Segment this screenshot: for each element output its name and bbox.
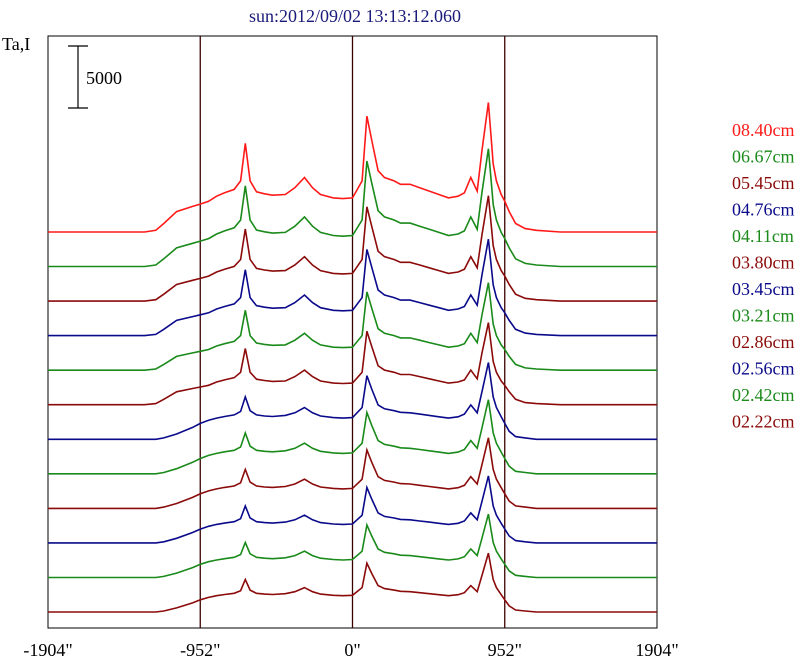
legend-entry-03.45cm: 03.45cm xyxy=(732,279,795,299)
series-line-05.45cm xyxy=(48,195,657,302)
legend-entry-04.11cm: 04.11cm xyxy=(732,226,794,246)
series-line-08.40cm xyxy=(48,102,657,233)
series-line-04.11cm xyxy=(48,282,657,371)
legend-entry-02.86cm: 02.86cm xyxy=(732,332,795,352)
series-line-06.67cm xyxy=(48,148,657,268)
x-tick-label-2: 0" xyxy=(344,640,360,660)
legend-entry-02.42cm: 02.42cm xyxy=(732,385,795,405)
legend: 08.40cm 06.67cm 05.45cm 04.76cm 04.11cm 03.80… xyxy=(732,120,795,432)
series-line-02.56cm xyxy=(48,475,657,544)
x-axis-ticks: -1904" -952" 0" 952" 1904" xyxy=(23,640,678,660)
series-line-04.76cm xyxy=(48,239,657,337)
series-line-03.21cm xyxy=(48,399,657,475)
chart-title: sun:2012/09/02 13:13:12.060 xyxy=(249,6,461,26)
x-tick-label-0: -1904" xyxy=(23,640,72,660)
scale-bar-label: 5000 xyxy=(86,68,122,88)
legend-entry-08.40cm: 08.40cm xyxy=(732,120,795,140)
series-line-03.45cm xyxy=(48,362,657,441)
series-line-02.86cm xyxy=(48,437,657,510)
legend-entry-04.76cm: 04.76cm xyxy=(732,200,795,220)
series-line-03.80cm xyxy=(48,322,657,406)
x-tick-label-4: 1904" xyxy=(635,640,678,660)
legend-entry-02.56cm: 02.56cm xyxy=(732,359,795,379)
legend-entry-06.67cm: 06.67cm xyxy=(732,147,795,167)
legend-entry-03.21cm: 03.21cm xyxy=(732,306,795,326)
scale-bar: 5000 xyxy=(68,45,122,109)
reference-lines xyxy=(199,36,506,628)
legend-entry-05.45cm: 05.45cm xyxy=(732,173,795,193)
series-line-02.22cm xyxy=(48,552,657,613)
x-tick-label-1: -952" xyxy=(180,640,220,660)
series-line-02.42cm xyxy=(48,513,657,579)
y-axis-label: Ta,I xyxy=(2,34,30,54)
x-tick-label-3: 952" xyxy=(488,640,522,660)
series-traces xyxy=(48,102,657,613)
legend-entry-02.22cm: 02.22cm xyxy=(732,412,795,432)
legend-entry-03.80cm: 03.80cm xyxy=(732,253,795,273)
